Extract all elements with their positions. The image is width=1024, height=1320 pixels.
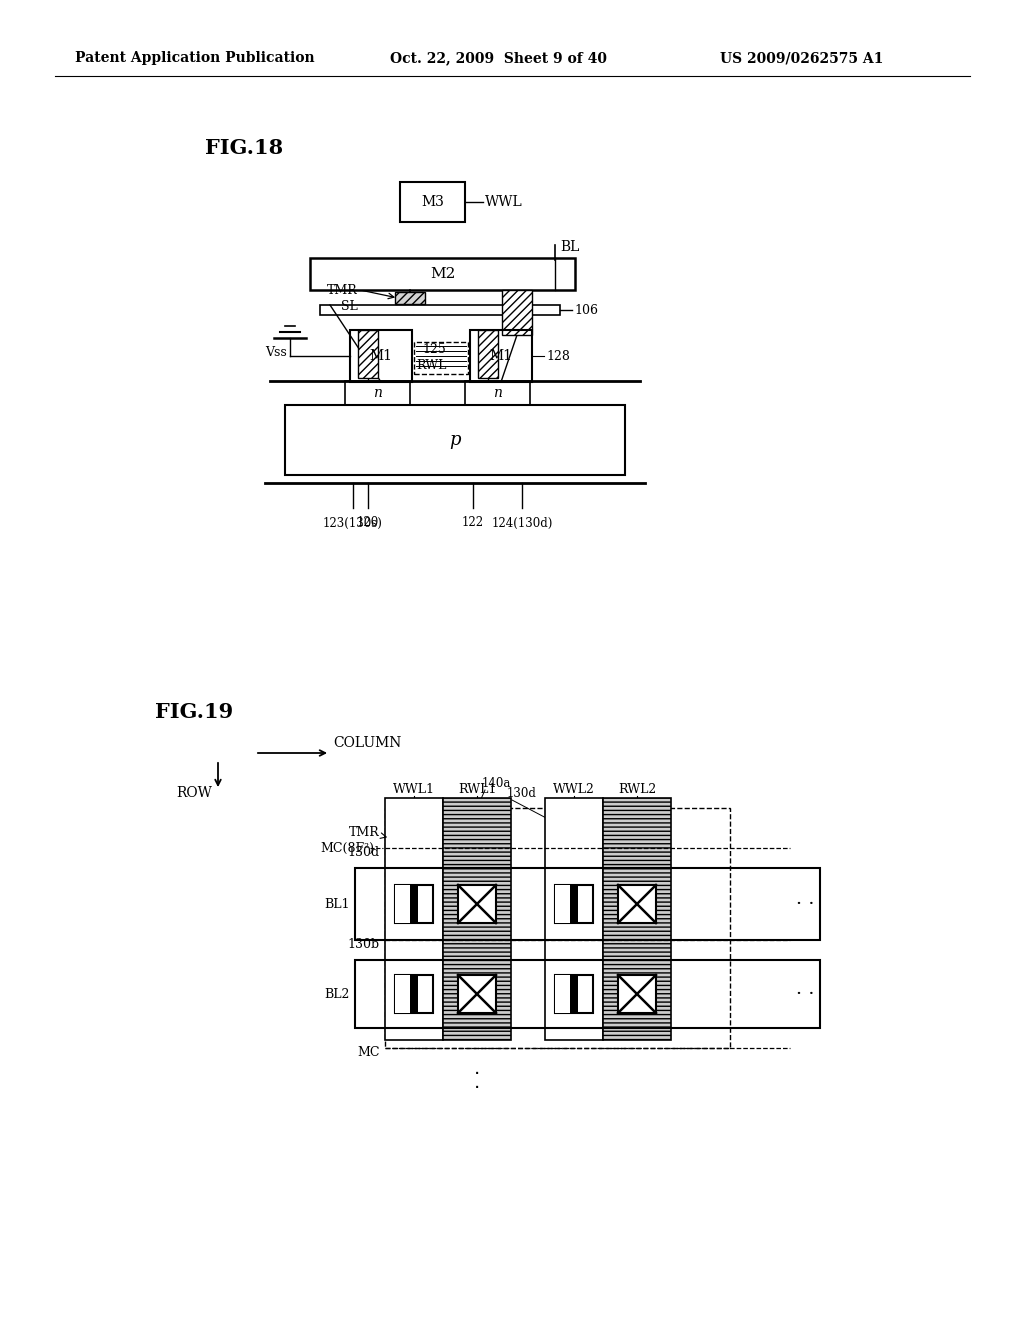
Text: US 2009/0262575 A1: US 2009/0262575 A1 xyxy=(720,51,884,65)
Bar xyxy=(414,342,468,374)
Text: FIG.19: FIG.19 xyxy=(155,702,233,722)
Bar xyxy=(319,305,560,315)
Bar xyxy=(395,884,433,923)
Text: n: n xyxy=(494,385,502,400)
Text: TMR: TMR xyxy=(349,825,380,838)
Bar xyxy=(618,884,656,923)
Bar xyxy=(345,381,410,405)
Text: ROW: ROW xyxy=(176,785,212,800)
Text: Oct. 22, 2009  Sheet 9 of 40: Oct. 22, 2009 Sheet 9 of 40 xyxy=(390,51,607,65)
Text: Patent Application Publication: Patent Application Publication xyxy=(75,51,314,65)
Bar xyxy=(385,808,730,1048)
Text: ·: · xyxy=(474,1078,480,1097)
Text: M1: M1 xyxy=(370,348,392,363)
Text: 130d: 130d xyxy=(507,787,537,800)
Text: 123(130s): 123(130s) xyxy=(323,516,383,529)
Bar xyxy=(395,975,414,1012)
Bar xyxy=(555,884,574,923)
Text: M2: M2 xyxy=(430,267,456,281)
Text: 122: 122 xyxy=(462,516,484,529)
Text: MC(8F²): MC(8F²) xyxy=(319,842,374,854)
Bar xyxy=(618,975,656,1012)
Text: BL2: BL2 xyxy=(325,987,350,1001)
Text: · ·: · · xyxy=(796,895,814,913)
Text: · ·: · · xyxy=(796,985,814,1003)
Text: 130d: 130d xyxy=(348,846,380,859)
Text: 130b: 130b xyxy=(348,939,380,952)
Bar xyxy=(410,975,418,1012)
Bar xyxy=(603,799,671,1040)
Text: COLUMN: COLUMN xyxy=(333,737,401,750)
Bar xyxy=(310,257,575,290)
Text: 140a: 140a xyxy=(482,777,511,789)
Text: FIG.18: FIG.18 xyxy=(205,139,283,158)
Bar xyxy=(458,975,496,1012)
Text: ·: · xyxy=(474,1065,480,1085)
Text: 128: 128 xyxy=(546,350,570,363)
Bar xyxy=(350,330,412,381)
Text: SL: SL xyxy=(341,300,358,313)
Text: TMR: TMR xyxy=(328,284,358,297)
Text: WWL: WWL xyxy=(485,195,522,209)
Text: WWL1: WWL1 xyxy=(393,783,435,796)
Text: MC: MC xyxy=(357,1047,380,1060)
Text: RWL: RWL xyxy=(416,359,446,372)
Bar xyxy=(555,975,574,1012)
Text: M1: M1 xyxy=(489,348,512,363)
Bar xyxy=(410,884,418,923)
Bar xyxy=(555,884,593,923)
Bar xyxy=(458,884,496,923)
Text: Vss: Vss xyxy=(265,346,287,359)
Bar xyxy=(470,330,532,381)
Text: BL: BL xyxy=(560,240,580,253)
Text: RWL2: RWL2 xyxy=(617,783,656,796)
Bar xyxy=(285,405,625,475)
Text: BL1: BL1 xyxy=(325,898,350,911)
Bar xyxy=(545,799,603,1040)
Bar xyxy=(355,960,820,1028)
Text: M3: M3 xyxy=(421,195,444,209)
Bar xyxy=(395,884,414,923)
Text: p: p xyxy=(450,432,461,449)
Bar xyxy=(478,330,498,378)
Bar xyxy=(395,975,433,1012)
Text: RWL1: RWL1 xyxy=(458,783,497,796)
Text: WWL2: WWL2 xyxy=(553,783,595,796)
Text: 120: 120 xyxy=(357,516,379,529)
Bar xyxy=(465,381,530,405)
Bar xyxy=(502,290,532,335)
Bar xyxy=(443,799,511,1040)
Bar xyxy=(569,975,579,1012)
Text: n: n xyxy=(373,385,382,400)
Bar xyxy=(400,182,465,222)
Bar xyxy=(395,292,425,304)
Bar xyxy=(358,330,378,378)
Bar xyxy=(569,884,579,923)
Text: 106: 106 xyxy=(574,304,598,317)
Text: 125: 125 xyxy=(422,343,445,356)
Text: 124(130d): 124(130d) xyxy=(492,516,553,529)
Bar xyxy=(555,975,593,1012)
Bar xyxy=(355,869,820,940)
Bar xyxy=(385,799,443,1040)
